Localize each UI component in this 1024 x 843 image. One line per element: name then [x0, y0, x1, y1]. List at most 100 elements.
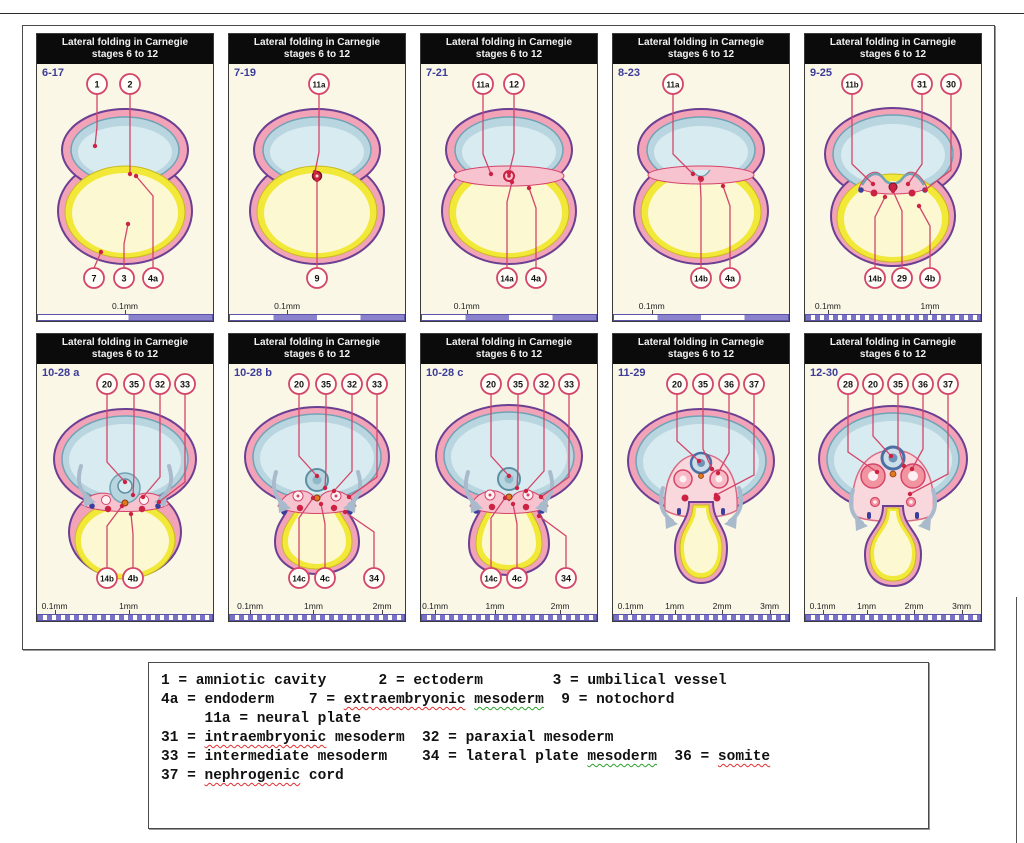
callout-circle-32 [341, 373, 363, 395]
scale-ruler [229, 314, 405, 321]
callout-label: 35 [129, 379, 139, 389]
legend-term-green-squiggle: mesoderm [474, 692, 544, 708]
callout-circle-33 [366, 373, 388, 395]
callout-circle-29 [891, 267, 913, 289]
scale-label: 0.1mm [41, 601, 68, 611]
callout-line [722, 185, 731, 268]
callout-target-dot [331, 488, 337, 494]
scale-label: 1mm [665, 601, 685, 611]
callout-circle-4c [506, 567, 528, 589]
legend-term-red-squiggle: somite [717, 749, 771, 765]
scale-ruler [421, 614, 597, 621]
scale-labels: 0.1mm 1mm 2mm [229, 601, 405, 614]
scale-tick [250, 610, 252, 614]
scale-tick [382, 610, 384, 614]
legend-text: 37 = [161, 768, 205, 784]
scale-label: 0.1mm [814, 301, 841, 311]
scale-label: 0.1mm [274, 301, 301, 311]
panel-header: Lateral folding in Carnegie stages 6 to … [229, 334, 405, 364]
callout-line [516, 394, 519, 489]
scale-tick [722, 610, 724, 614]
panel-header: Lateral folding in Carnegie stages 6 to … [421, 334, 597, 364]
scale-tick [128, 610, 130, 614]
callout-target-dot [536, 513, 542, 519]
callout-circle-20 [288, 373, 310, 395]
legend-text: 36 = [657, 749, 718, 765]
legend-text: cord [300, 768, 344, 784]
callout-label: 11a [667, 80, 680, 89]
callout-target-dot [901, 463, 907, 469]
callout-target-dot [709, 466, 715, 472]
legend-term-green-squiggle: mesoderm [587, 749, 657, 765]
callout-line [506, 181, 513, 268]
callout-target-dot [690, 171, 696, 177]
callout-line [851, 94, 874, 185]
callout-label: 35 [513, 379, 523, 389]
stage-label: 9-25 [810, 67, 833, 79]
scale-label: 3mm [952, 601, 972, 611]
callout-line [911, 394, 924, 470]
callout-label: 20 [486, 379, 496, 389]
callout-line [130, 513, 134, 568]
scale-label: 0.1mm [112, 301, 138, 311]
panel-7-21: Lateral folding in Carnegie stages 6 to … [420, 33, 598, 322]
scale-label: 2mm [712, 601, 732, 611]
callout-circle-33 [558, 373, 580, 395]
callout-label: 34 [561, 573, 571, 583]
legend-term-red-squiggle: extraembryonic [343, 692, 466, 708]
callout-line [676, 394, 700, 462]
callout-target-dot [713, 492, 719, 498]
legend-line: 11a = neural plate [161, 710, 920, 729]
callout-target-dot [715, 470, 721, 476]
callout-label: 4a [725, 273, 736, 283]
callout-circle-11a [308, 73, 330, 95]
scale-tick [674, 610, 676, 614]
scale-tick [769, 610, 771, 614]
scale-tick [630, 610, 632, 614]
callout-line [907, 94, 923, 185]
panels-grid: Lateral folding in Carnegie stages 6 to … [36, 33, 982, 622]
callout-line [324, 394, 327, 489]
callout-target-dot [506, 473, 512, 479]
panel-header-line1: Lateral folding in Carnegie [253, 37, 381, 48]
callout-label: 7 [91, 273, 96, 283]
callout-line [872, 394, 892, 457]
embryo-figure-6-17: 1 2 7 3 4a [57, 73, 193, 289]
callout-label: 29 [897, 273, 907, 283]
callout-label: 4a [148, 273, 159, 283]
callout-label: 20 [102, 379, 112, 389]
callout-label: 37 [943, 379, 953, 389]
stage-label: 8-23 [618, 67, 641, 79]
callout-target-dot [122, 479, 128, 485]
scale-label: 1mm [304, 601, 323, 611]
callout-target-dot [133, 173, 139, 179]
callout-target-dot [314, 473, 320, 479]
callout-label: 14b [100, 574, 114, 583]
callout-target-dot [907, 491, 913, 497]
callout-line [123, 223, 129, 268]
callout-circle-14b [690, 267, 712, 289]
embryo-figure-7-21: 11a 12 14a 4a [441, 73, 577, 289]
callout-target-dot [509, 179, 515, 185]
callout-circle-4a [142, 267, 164, 289]
scale-label: 0.1mm [453, 301, 480, 311]
scale-labels: 0.1mm 1mm 2mm [421, 601, 597, 614]
legend-text: 11a = neural plate [161, 711, 362, 727]
scale-tick [54, 610, 56, 614]
callout-circle-20 [480, 373, 502, 395]
callout-target-dot [888, 453, 894, 459]
scale-label: 1mm [920, 301, 940, 311]
callout-circle-20 [96, 373, 118, 395]
callout-circle-14b [96, 567, 118, 589]
scale-tick [560, 610, 562, 614]
callout-circle-14a [496, 267, 518, 289]
callout-target-dot [342, 509, 348, 515]
page-edge-line [1016, 597, 1017, 843]
callout-label: 37 [749, 379, 759, 389]
callout-circle-37 [937, 373, 959, 395]
callout-circle-2 [119, 73, 141, 95]
legend-box: 1 = amniotic cavity 2 = ectoderm 3 = umb… [148, 662, 929, 829]
callout-target-dot [696, 458, 702, 464]
embryo-figure-11-29: 20 35 36 37 [627, 373, 775, 585]
callout-line [847, 394, 878, 473]
